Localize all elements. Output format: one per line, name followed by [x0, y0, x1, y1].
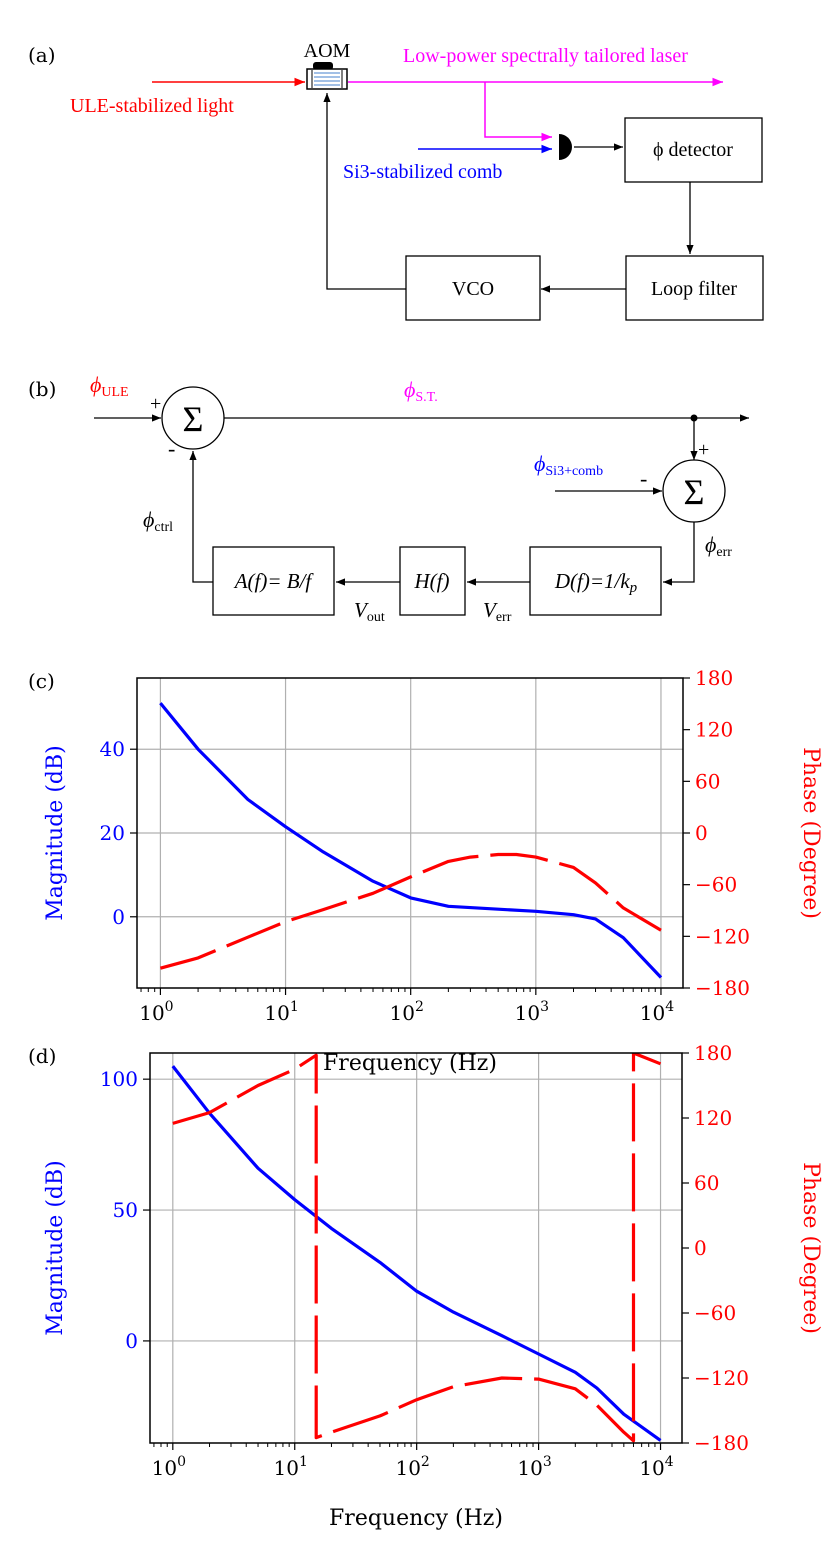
d-block-label: D(f)=1/kp — [554, 569, 638, 596]
y2-tick-label: 180 — [694, 1041, 732, 1065]
loop-filter-label: Loop filter — [651, 278, 737, 300]
x-tick-label: 104 — [640, 999, 674, 1025]
y2-tick-label: 0 — [694, 1236, 707, 1260]
sum1-minus: - — [168, 436, 175, 461]
a-block — [212, 546, 335, 616]
magnitude-series-line — [171, 1065, 662, 1442]
panel-a: (a) ULE-stabilized light AOM Low-power s… — [28, 40, 764, 321]
grid-d — [150, 1053, 682, 1443]
phi-st-label: ϕS.T. — [404, 377, 438, 405]
panel-b: (b) ϕULE + - Σ ϕS.T. + ϕSi3+comb - Σ ϕer… — [28, 372, 749, 625]
phi-ule-label: ϕULE — [90, 372, 129, 400]
ticks-c: 100 101 102 103 104 0 20 40 180 120 60 0 −60 −120 −180 — [100, 666, 750, 1025]
magnitude-series-line — [159, 702, 663, 979]
panel-d: (d) 100 101 102 103 104 0 50 100 180 120 60 0 −60 −12… — [28, 1041, 823, 1531]
y2label-c: Phase (Degree) — [798, 747, 823, 919]
phi-err-label: ϕerr — [705, 532, 732, 560]
y2-tick-label: −120 — [694, 1366, 749, 1390]
series-c — [159, 702, 663, 979]
sum1-sigma: Σ — [183, 399, 204, 439]
aom-label: AOM — [304, 40, 351, 62]
y-tick-label: 20 — [100, 821, 125, 845]
panel-c: (c) 100 101 102 103 104 0 20 40 180 120 60 0 −60 −120… — [28, 666, 823, 1076]
a-block-label: A(f)= B/f — [233, 569, 315, 593]
y2-tick-label: −120 — [695, 924, 750, 948]
phase-detector-box — [624, 117, 763, 183]
x-tick-label: 100 — [152, 1454, 186, 1480]
y-tick-label: 0 — [112, 905, 125, 929]
phase-series-line — [172, 1053, 662, 1443]
photodetector-icon — [559, 134, 572, 160]
verr-label: Verr — [483, 598, 512, 625]
x-tick-label: 102 — [390, 999, 424, 1025]
phase-series-line — [159, 852, 662, 970]
grid-c — [137, 678, 683, 988]
plot-frame-d — [149, 1052, 683, 1444]
y2-tick-label: 180 — [695, 666, 733, 690]
sum2-minus: - — [640, 466, 647, 491]
vco-to-aom-arrow — [323, 93, 406, 290]
vco-box — [405, 255, 541, 321]
x-tick-label: 104 — [639, 1454, 673, 1480]
y2-tick-label: 120 — [695, 718, 733, 742]
x-tick-label: 101 — [264, 999, 298, 1025]
x-tick-label: 102 — [395, 1454, 429, 1480]
xlabel-c: Frequency (Hz) — [323, 1051, 497, 1076]
a-to-sum-arrow — [189, 451, 213, 583]
y-tick-label: 40 — [100, 737, 125, 761]
y2-tick-label: 60 — [695, 769, 720, 793]
h-block-label: H(f) — [414, 569, 450, 593]
laser-label: Low-power spectrally tailored laser — [403, 45, 688, 67]
panel-d-label: (d) — [28, 1044, 56, 1068]
x-tick-label: 100 — [139, 999, 173, 1025]
x-tick-label: 103 — [515, 999, 549, 1025]
sum1-plus: + — [150, 393, 161, 415]
vout-label: Vout — [354, 598, 385, 625]
laser-tap-arrow — [484, 82, 552, 142]
ylabel-d: Magnitude (dB) — [43, 1160, 68, 1335]
phi-si3-label: ϕSi3+comb — [534, 451, 603, 479]
phase-detector-label: ϕ detector — [653, 139, 733, 161]
ule-light-label: ULE-stabilized light — [70, 95, 234, 117]
panel-b-label: (b) — [28, 377, 56, 401]
y-tick-label: 50 — [113, 1198, 138, 1222]
aom-icon — [306, 62, 348, 90]
ticks-d: 100 101 102 103 104 0 50 100 180 120 60 0 −60 −120 −18… — [100, 1041, 749, 1480]
series-d — [171, 1053, 662, 1443]
panel-a-label: (a) — [28, 43, 56, 67]
y2label-d: Phase (Degree) — [798, 1162, 823, 1334]
y2-tick-label: −60 — [694, 1301, 736, 1325]
x-tick-label: 101 — [274, 1454, 308, 1480]
d-block — [529, 546, 662, 616]
xlabel-d: Frequency (Hz) — [329, 1506, 503, 1531]
panel-c-label: (c) — [28, 669, 55, 693]
y2-tick-label: 60 — [694, 1171, 719, 1195]
y2-tick-label: −180 — [695, 976, 750, 1000]
y2-tick-label: 0 — [695, 821, 708, 845]
ylabel-c: Magnitude (dB) — [43, 745, 68, 920]
y2-tick-label: 120 — [694, 1106, 732, 1130]
vco-label: VCO — [452, 278, 494, 300]
y2-tick-label: −60 — [695, 873, 737, 897]
h-block — [399, 546, 466, 616]
phi-ctrl-label: ϕctrl — [143, 507, 173, 535]
comb-label: Si3-stabilized comb — [343, 161, 502, 183]
y-tick-label: 0 — [125, 1329, 138, 1353]
err-to-d-arrow — [663, 522, 695, 586]
y-tick-label: 100 — [100, 1067, 138, 1091]
y2-tick-label: −180 — [694, 1431, 749, 1455]
sum2-sigma: Σ — [684, 472, 705, 512]
sum2-plus: + — [698, 439, 709, 461]
x-tick-label: 103 — [517, 1454, 551, 1480]
loop-filter-box — [625, 255, 764, 321]
